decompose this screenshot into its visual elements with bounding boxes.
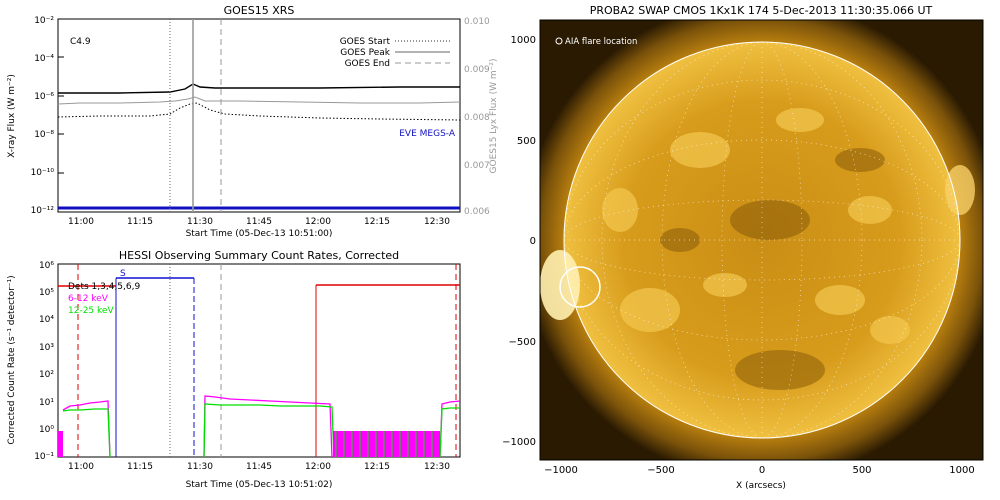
- goes-flare-class: C4.9: [70, 37, 91, 47]
- goes-panel: GOES15 XRS 10⁻² 10⁻⁴ 10⁻⁶ 10⁻⁸ 10⁻¹⁰ 10⁻…: [7, 4, 499, 239]
- swap-xtick-label: 500: [852, 465, 871, 476]
- swap-ytick-label: −1000: [502, 437, 536, 448]
- goes-xtick-label: 11:15: [127, 217, 153, 227]
- goes-ytick-label: 10⁻²: [34, 16, 54, 26]
- swap-xtick-label: 1000: [949, 465, 974, 476]
- hessi-low-block-right: [333, 431, 440, 457]
- goes-axes-frame: [57, 18, 461, 213]
- goes-ytick-label: 10⁻¹²: [31, 206, 55, 216]
- goes-legend-start: GOES Start: [340, 37, 391, 47]
- goes-long-channel-line: [58, 83, 460, 94]
- hessi-ylabel: Corrected Count Rate (s⁻¹ detector⁻¹): [7, 275, 17, 444]
- hessi-title: HESSI Observing Summary Count Rates, Cor…: [119, 249, 399, 262]
- hessi-ytick-label: 10⁻¹: [34, 452, 54, 462]
- goes-ytick2-label: 0.007: [464, 161, 490, 171]
- goes-legend: GOES Start GOES Peak GOES End: [340, 37, 450, 69]
- goes-xlabel: Start Time (05-Dec-13 10:51:00): [186, 229, 333, 239]
- hessi-xtick-label: 12:00: [305, 462, 331, 472]
- hessi-ytick-label: 10¹: [39, 398, 54, 408]
- goes-xtick-label: 12:30: [424, 217, 450, 227]
- goes-left-tick-marks: [58, 18, 64, 174]
- swap-limb-bright-east: [945, 165, 975, 215]
- goes-legend-end: GOES End: [345, 59, 390, 69]
- swap-active-regions: [602, 108, 910, 344]
- goes-xtick-label: 12:00: [305, 217, 331, 227]
- swap-ytick-label: 1000: [511, 35, 536, 46]
- swap-ytick-label: −500: [509, 337, 536, 348]
- hessi-y-ticks: 10⁶ 10⁵ 10⁴ 10³ 10² 10¹ 10⁰ 10⁻¹: [34, 261, 54, 462]
- hessi-xtick-label: 11:00: [68, 462, 94, 472]
- goes-legend-peak: GOES Peak: [340, 48, 390, 58]
- hessi-ytick-label: 10⁶: [39, 261, 54, 271]
- goes-ytick2-label: 0.006: [464, 207, 490, 217]
- swap-xtick-label: 0: [759, 465, 765, 476]
- hessi-legend: Dets 1,3,4,5,6,9 6-12 keV 12-25 keV S: [68, 269, 140, 316]
- swap-ytick-label: 500: [517, 136, 536, 147]
- goes-ytick2-label: 0.010: [464, 17, 490, 27]
- hessi-legend-high: 12-25 keV: [68, 306, 114, 316]
- goes-xtick-label: 11:45: [246, 217, 272, 227]
- goes-left-y-ticks: 10⁻² 10⁻⁴ 10⁻⁶ 10⁻⁸ 10⁻¹⁰ 10⁻¹²: [31, 16, 55, 216]
- hessi-ytick-label: 10⁵: [39, 288, 54, 298]
- hessi-high-energy-line: [62, 403, 460, 457]
- hessi-xtick-label: 11:45: [246, 462, 272, 472]
- swap-xlabel: X (arcsecs): [736, 481, 786, 491]
- hessi-legend-low: 6-12 keV: [68, 294, 109, 304]
- swap-graticule: [563, 41, 961, 439]
- hessi-ytick-label: 10²: [39, 370, 54, 380]
- goes-ytick2-label: 0.008: [464, 113, 490, 123]
- hessi-s-marker: S: [120, 269, 126, 279]
- swap-title: PROBA2 SWAP CMOS 1Kx1K 174 5-Dec-2013 11…: [590, 4, 933, 17]
- goes-ytick-label: 10⁻¹⁰: [31, 168, 55, 178]
- goes-x-ticks: 11:00 11:15 11:30 11:45 12:00 12:15 12:3…: [68, 217, 450, 227]
- swap-panel: PROBA2 SWAP CMOS 1Kx1K 174 5-Dec-2013 11…: [502, 4, 984, 491]
- hessi-xlabel: Start Time (05-Dec-13 10:51:02): [186, 480, 333, 490]
- hessi-panel: HESSI Observing Summary Count Rates, Cor…: [7, 249, 461, 490]
- goes-xtick-label: 11:00: [68, 217, 94, 227]
- hessi-ytick-label: 10³: [39, 343, 54, 353]
- swap-xtick-label: −1000: [544, 465, 578, 476]
- goes-ytick-label: 10⁻⁴: [34, 54, 54, 64]
- goes-ytick-label: 10⁻⁸: [34, 130, 54, 140]
- goes-ytick-label: 10⁻⁶: [34, 92, 54, 102]
- hessi-axes-frame: [57, 263, 461, 458]
- goes-ytick2-label: 0.009: [464, 65, 490, 75]
- goes-ylabel-left: X-ray Flux (W m⁻²): [7, 74, 17, 158]
- swap-sun-disk: [564, 42, 960, 438]
- swap-legend-marker: [555, 37, 563, 45]
- swap-x-ticks: −1000 −500 0 500 1000: [544, 465, 975, 476]
- goes-title: GOES15 XRS: [224, 4, 295, 17]
- hessi-legend-dets: Dets 1,3,4,5,6,9: [68, 282, 140, 292]
- hessi-x-ticks: 11:00 11:15 11:30 11:45 12:00 12:15 12:3…: [68, 462, 450, 472]
- hessi-xtick-label: 11:15: [127, 462, 153, 472]
- swap-flare-location-marker: [559, 266, 601, 308]
- goes-eve-label: EVE MEGS-A: [399, 129, 456, 139]
- hessi-ytick-label: 10⁴: [39, 315, 54, 325]
- hessi-high-hatch: [335, 431, 433, 457]
- hessi-xtick-label: 12:30: [424, 462, 450, 472]
- goes-right-y-ticks: 0.010 0.009 0.008 0.007 0.006: [464, 17, 490, 217]
- goes-short-channel-line: [58, 102, 460, 121]
- goes-xtick-label: 12:15: [364, 217, 390, 227]
- hessi-ytick-label: 10⁰: [39, 425, 54, 435]
- swap-y-ticks: 1000 500 0 −500 −1000: [502, 35, 536, 448]
- goes-ylabel-right: GOES15 Lyx Flux (W m⁻²): [489, 59, 499, 174]
- hessi-low-block-left: [58, 431, 63, 457]
- swap-axes-frame: [539, 19, 984, 461]
- hessi-xtick-label: 11:30: [187, 462, 213, 472]
- swap-xtick-label: −500: [647, 465, 674, 476]
- goes-xtick-label: 11:30: [187, 217, 213, 227]
- goes-lya-line: [58, 96, 460, 105]
- hessi-xtick-label: 12:15: [364, 462, 390, 472]
- swap-ytick-label: 0: [530, 236, 536, 247]
- swap-legend-label: AIA flare location: [565, 37, 637, 47]
